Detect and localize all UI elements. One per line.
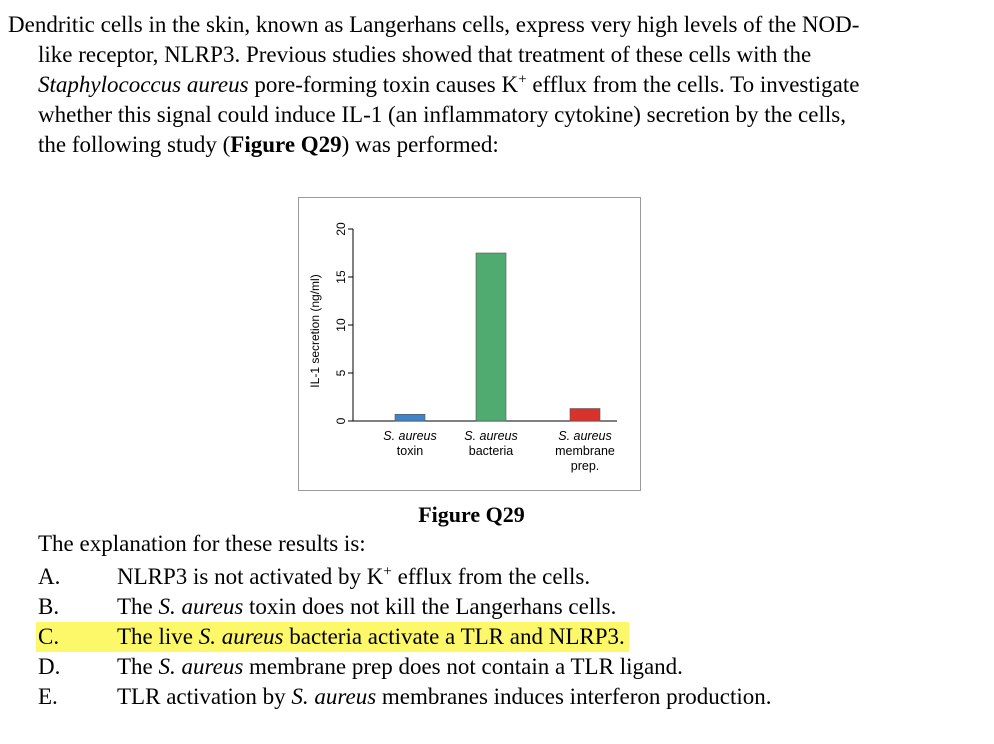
question-stem: Dendritic cells in the skin, known as La… [8, 10, 988, 160]
figure-q29: 0 5 10 15 20 IL-1 secretion (ng/ml) S. aureus t… [298, 197, 641, 491]
stem-line-5: the following study (Figure Q29) was per… [8, 130, 988, 160]
figure-caption: Figure Q29 [418, 502, 525, 527]
bar-2 [475, 252, 507, 422]
species-name: S. aureus [158, 594, 244, 619]
option-letter: C. [38, 624, 60, 649]
option-text: NLRP3 is not activated by K+ efflux from… [117, 563, 591, 589]
category-label-line: prep. [571, 459, 600, 473]
bar-1 [394, 413, 426, 422]
y-tick-label: 10 [334, 318, 348, 332]
y-tick-label: 15 [334, 270, 348, 284]
species-name: S. aureus [198, 624, 284, 649]
species-name: S. aureus [158, 654, 244, 679]
bar-3 [569, 408, 601, 422]
stem-text: efflux from the cells. To investigate [526, 72, 860, 97]
figure-reference: Figure Q29 [230, 132, 342, 157]
superscript-plus: + [518, 71, 527, 88]
stem-line-4: whether this signal could induce IL-1 (a… [38, 102, 846, 127]
stem-text: pore-forming toxin causes K [248, 72, 519, 97]
category-label-line: toxin [397, 444, 423, 458]
option-text: TLR activation by S. aureus membranes in… [117, 684, 772, 709]
option-letter: A. [38, 564, 61, 589]
y-tick-label: 0 [334, 417, 348, 424]
stem-text: ) was performed: [341, 132, 499, 157]
option-text: The S. aureus toxin does not kill the La… [117, 594, 617, 619]
option-text: The S. aureus membrane prep does not con… [117, 654, 683, 679]
x-category-label: S. aureus membrane prep. [555, 429, 615, 473]
stem-line-3: Staphylococcus aureus pore-forming toxin… [8, 70, 988, 100]
y-axis-label: IL-1 secretion (ng/ml) [308, 274, 322, 387]
x-category-label: S. aureus toxin [383, 429, 437, 458]
category-label-line: S. aureus [464, 429, 518, 443]
y-tick-label: 5 [334, 369, 348, 376]
option-letter: B. [38, 594, 60, 619]
x-category-label: S. aureus bacteria [464, 429, 518, 458]
stem-text: the following study ( [38, 132, 231, 157]
species-name: Staphylococcus aureus [38, 72, 249, 97]
option-letter: D. [38, 654, 61, 679]
answer-option-c: C. The live S. aureus bacteria activate a… [36, 622, 629, 652]
species-name: S. aureus [291, 684, 377, 709]
superscript-plus: + [383, 563, 392, 580]
category-label-line: S. aureus [383, 429, 437, 443]
category-label-line: bacteria [469, 444, 514, 458]
question-prompt: The explanation for these results is: [38, 531, 366, 556]
stem-line-2: like receptor, NLRP3. Previous studies s… [38, 42, 812, 67]
option-text: The live S. aureus bacteria activate a T… [117, 624, 625, 649]
category-label-line: membrane [555, 444, 615, 458]
stem-line-1: Dendritic cells in the skin, known as La… [8, 12, 860, 37]
y-tick-label: 20 [334, 222, 348, 236]
category-label-line: S. aureus [558, 429, 612, 443]
option-letter: E. [38, 684, 58, 709]
